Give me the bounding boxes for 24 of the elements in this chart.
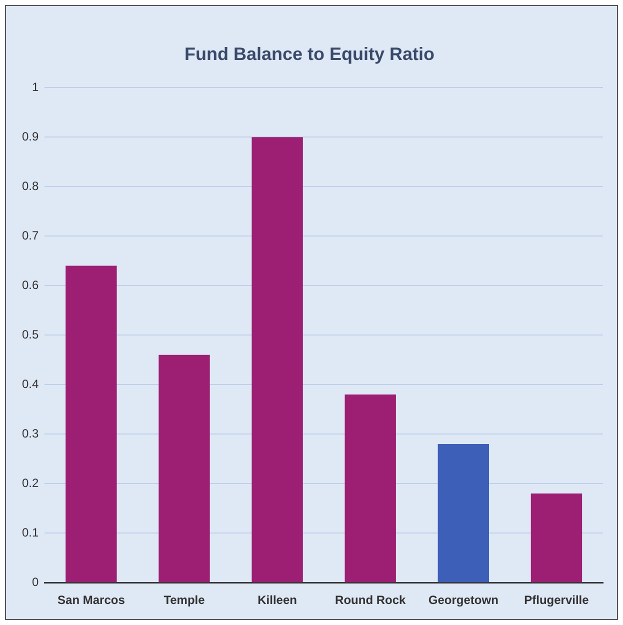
bar xyxy=(158,354,210,582)
y-tick-label: 0.2 xyxy=(22,476,39,490)
y-tick-label: 1 xyxy=(32,80,39,94)
bar xyxy=(66,266,117,582)
bar xyxy=(530,494,582,582)
bar xyxy=(438,444,490,582)
y-tick-label: 0.4 xyxy=(22,376,39,391)
x-tick-label: Round Rock xyxy=(335,593,406,608)
y-tick-label: 0.9 xyxy=(22,129,39,144)
y-tick-label: 0.8 xyxy=(22,178,39,193)
y-tick-label: 0.5 xyxy=(22,327,39,342)
x-tick-label: Georgetown xyxy=(428,593,498,608)
bar xyxy=(252,137,303,582)
y-tick-label: 0 xyxy=(32,574,39,589)
y-tick-label: 0.3 xyxy=(22,426,39,440)
y-tick-label: 0.7 xyxy=(22,228,39,242)
bar xyxy=(344,394,396,582)
y-tick-label: 0.6 xyxy=(22,278,39,292)
x-tick-label: San Marcos xyxy=(58,593,126,608)
chart-title: Fund Balance to Equity Ratio xyxy=(184,44,435,64)
x-tick-label: Pflugerville xyxy=(524,593,590,608)
x-tick-label: Killeen xyxy=(258,593,297,608)
x-tick-label: Temple xyxy=(164,593,206,608)
y-tick-label: 0.1 xyxy=(22,525,39,540)
